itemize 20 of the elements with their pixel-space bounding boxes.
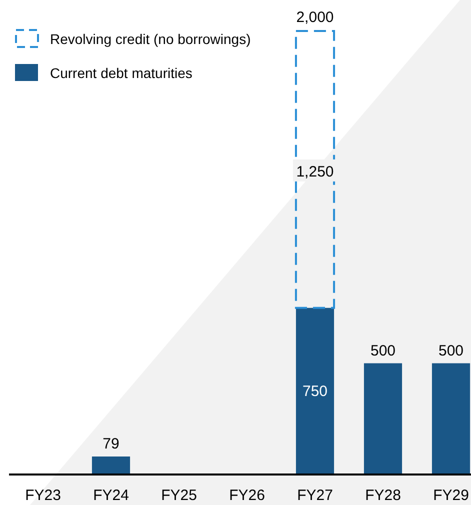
x-tick-label: FY27 (297, 487, 333, 504)
bar (364, 363, 402, 474)
bar (92, 456, 130, 474)
bar (294, 30, 336, 309)
legend-label: Revolving credit (no borrowings) (50, 31, 251, 47)
data-label: 750 (302, 382, 328, 400)
x-tick-label: FY23 (25, 487, 61, 504)
total-label: 2,000 (296, 9, 334, 26)
x-tick-label: FY24 (93, 487, 129, 504)
x-tick-label: FY28 (365, 487, 401, 504)
bar (432, 363, 470, 474)
x-tick-label: FY26 (229, 487, 265, 504)
data-label: 500 (438, 342, 464, 360)
data-label: 79 (102, 436, 120, 452)
data-label: 1,250 (296, 163, 334, 180)
x-tick-label: FY29 (433, 487, 469, 504)
legend-label: Current debt maturities (50, 65, 192, 81)
x-tick-label: FY25 (161, 487, 197, 504)
bar (296, 308, 334, 474)
data-label: 500 (370, 342, 396, 360)
